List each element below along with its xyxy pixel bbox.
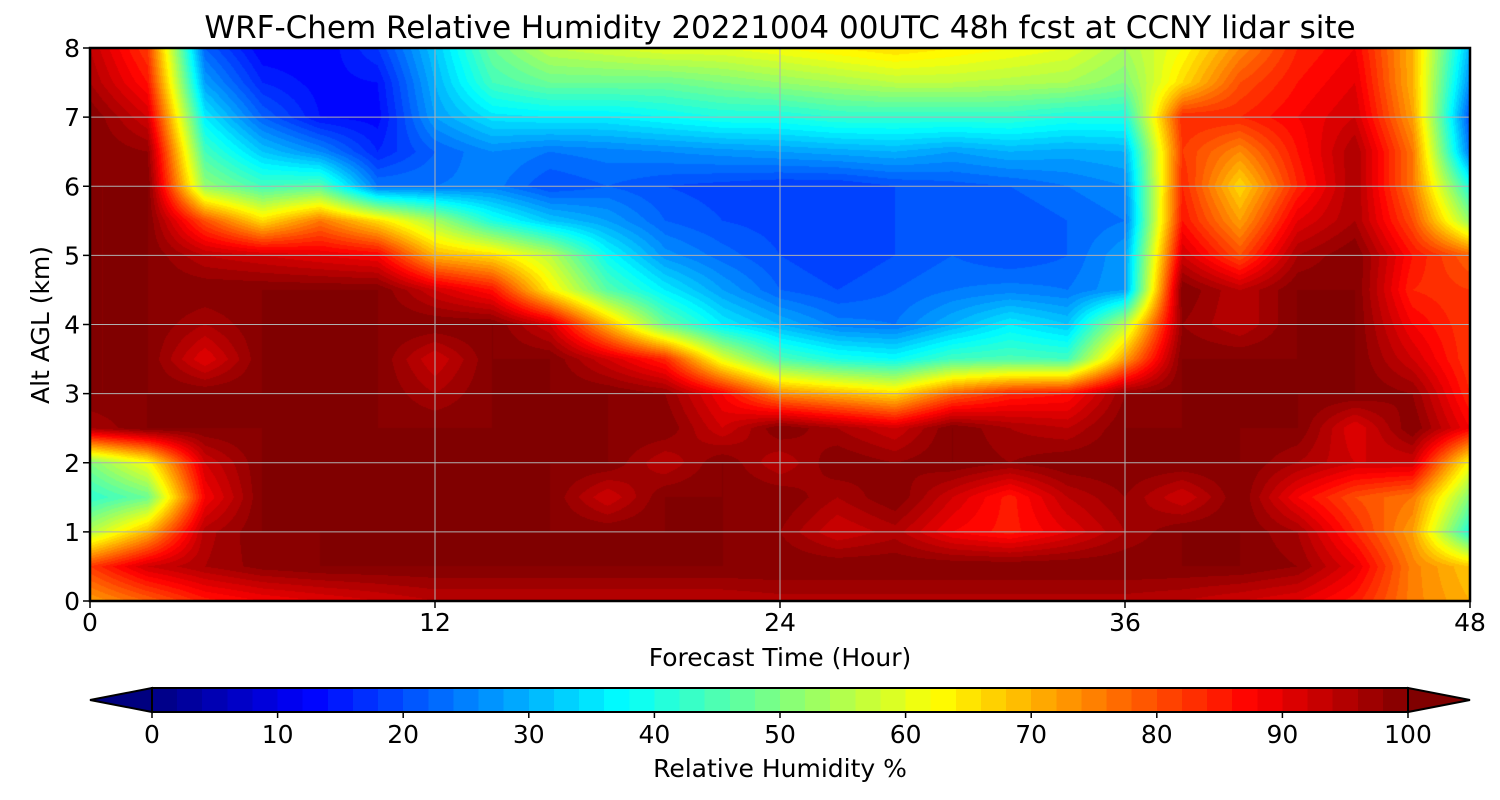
colorbar-body xyxy=(151,687,1409,713)
colorbar-tick-label-0: 0 xyxy=(144,720,160,749)
chart-title: WRF-Chem Relative Humidity 20221004 00UT… xyxy=(204,10,1355,46)
colorbar-tick-label-3: 30 xyxy=(513,720,545,749)
y-tick-label-8: 8 xyxy=(64,34,80,63)
y-tick-label-5: 5 xyxy=(64,241,80,270)
y-tick-label-1: 1 xyxy=(64,518,80,547)
colorbar-max-extension xyxy=(1407,686,1471,714)
colorbar: 0 10 20 30 40 50 60 70 80 90 100 Relative Humidity… xyxy=(89,686,1471,783)
y-tick-label-4: 4 xyxy=(64,311,80,340)
y-tick-label-3: 3 xyxy=(64,380,80,409)
colorbar-tick-label-1: 10 xyxy=(262,720,294,749)
y-tick-label-0: 0 xyxy=(64,587,80,616)
colorbar-min-extension xyxy=(89,686,153,714)
colorbar-tick-label-4: 40 xyxy=(638,720,670,749)
colorbar-tick-label-2: 20 xyxy=(387,720,419,749)
colorbar-tick-label-10: 100 xyxy=(1384,720,1432,749)
y-tick-label-2: 2 xyxy=(64,449,80,478)
plot-area xyxy=(88,46,1472,603)
x-tick-label-2: 24 xyxy=(764,608,796,637)
y-axis-ticks: 0 1 2 3 4 5 6 7 8 xyxy=(64,34,90,616)
y-axis-label: Alt AGL (km) xyxy=(26,246,55,404)
x-tick-label-3: 36 xyxy=(1109,608,1141,637)
x-tick-label-4: 48 xyxy=(1454,608,1486,637)
colorbar-label: Relative Humidity % xyxy=(653,754,907,783)
y-tick-label-7: 7 xyxy=(64,103,80,132)
colorbar-ticks: 0 10 20 30 40 50 60 70 80 90 100 xyxy=(144,712,1432,749)
colorbar-tick-label-7: 70 xyxy=(1015,720,1047,749)
x-tick-label-1: 12 xyxy=(419,608,451,637)
x-tick-label-0: 0 xyxy=(82,608,98,637)
colorbar-tick-label-8: 80 xyxy=(1141,720,1173,749)
colorbar-tick-label-9: 90 xyxy=(1266,720,1298,749)
x-axis-label: Forecast Time (Hour) xyxy=(649,643,912,672)
y-tick-label-6: 6 xyxy=(64,172,80,201)
colorbar-tick-label-5: 50 xyxy=(764,720,796,749)
colorbar-tick-label-6: 60 xyxy=(890,720,922,749)
x-axis-ticks: 0 12 24 36 48 xyxy=(82,601,1486,637)
